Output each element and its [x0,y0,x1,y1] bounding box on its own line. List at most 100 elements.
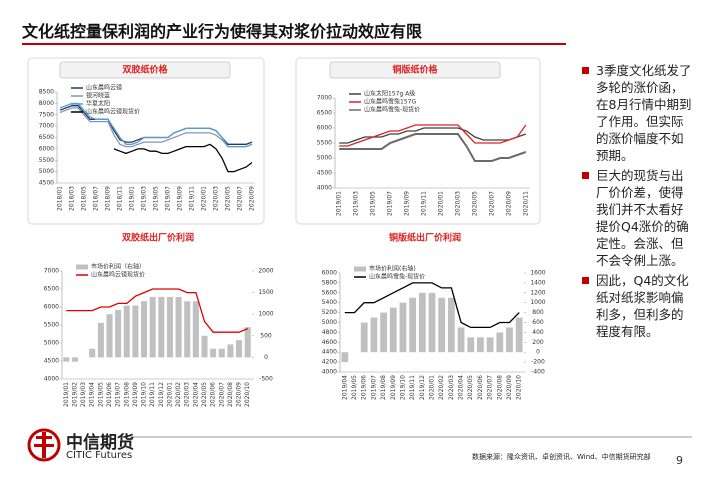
x-tick-label: 2020/01 [201,186,208,211]
bar [438,297,446,353]
y-tick-label: 5000 [44,340,59,347]
y-tick-label: 7000 [39,123,54,130]
y-tick-label: 5500 [44,322,59,329]
y-tick-label: 5000 [317,155,332,162]
x-tick-label: 2019/07 [370,375,377,400]
y-tick-label: 4600 [322,339,337,346]
bullet: 因此，Q4的文化纸对纸浆影响偏利多，但利多的程度有限。 [582,272,694,340]
x-tick-label: 2020/03 [448,375,455,400]
y-tick-label: 4200 [322,359,337,366]
y2-tick-label: 200 [532,339,544,346]
bullet-list: 3季度文化纸发了多轮的涨价函，在8月行情中期到了作用。但实际的涨价幅度不如预期。… [582,62,694,343]
bar [447,297,455,353]
y-tick-label: 5500 [39,157,54,164]
bar [477,337,484,353]
bar [360,322,368,353]
x-tick-label: 2019/08 [380,375,387,400]
legend-label: 山东晨鸣雪兔-现货价 [369,273,425,281]
x-tick-label: 2019/05 [351,375,358,400]
y2-tick-label: -500 [259,376,273,383]
line-series [339,127,527,144]
legend-label: 山东晨鸣云镜现货价 [91,271,145,279]
panel [295,57,541,225]
x-tick-label: 2020/07 [218,382,225,407]
bar [399,302,407,353]
x-tick-label: 2019/04 [89,382,96,407]
bar [175,296,182,358]
x-tick-label: 2019/12 [158,382,165,407]
y-tick-label: 5000 [39,168,54,175]
line-series [59,107,253,148]
y-tick-label: 4500 [317,170,332,177]
y-tick-label: 7000 [44,268,59,275]
legend-label: 山东晨鸣云镜现货价 [86,108,140,116]
bar [409,297,417,353]
y2-tick-label: 1600 [530,270,545,277]
y-tick-label: 4400 [322,349,337,356]
x-tick-label: 2019/03 [353,191,360,216]
x-tick-label: 2020/01 [437,191,444,216]
x-tick-label: 2020/02 [175,382,182,407]
x-tick-label: 2019/01 [336,191,343,216]
legend-label: 山东晨鸣云镜 [86,84,122,92]
legend-label: 银河晓蓝 [86,92,110,100]
bullet: 巨大的现货与出厂价价差，使得我们并不太看好提价Q4涨价的确定性。会涨、但不会令俐… [582,167,694,269]
x-tick-label: 2019/09 [390,375,397,400]
y2-tick-label: -400 [531,369,545,376]
bar [227,344,234,358]
x-tick-label: 2018/07 [93,186,100,211]
x-tick-label: 2020/03 [213,186,220,211]
bar [89,348,96,358]
bar [132,305,139,358]
y2-tick-label: 1200 [530,289,545,296]
y-tick-label: 4000 [44,376,59,383]
x-tick-label: 2020/11 [522,191,529,216]
x-tick-label: 2019/06 [106,382,113,407]
y-tick-label: 5600 [322,289,337,296]
x-tick-label: 2020/04 [192,382,199,407]
y-tick-label: 8000 [39,100,54,107]
x-tick-label: 2019/10 [141,382,148,407]
y-tick-label: 6500 [39,134,54,141]
chart-title: 铜版纸价格 [392,64,438,76]
bar [210,348,217,358]
bar [496,332,504,353]
x-tick-label: 2020/10 [244,382,251,407]
line-series [339,133,527,162]
x-tick-label: 2019/05 [153,186,160,211]
bar [115,309,122,358]
bar [341,352,349,363]
x-tick-label: 2019/11 [189,186,196,211]
x-tick-label: 2019/08 [123,382,130,407]
bar [149,296,156,358]
source-note: 数据来源：隆众资讯、卓创资讯、Wind、中信期货研究部 [472,453,651,461]
bar [418,292,426,353]
x-tick-label: 2020/07 [237,186,244,211]
y-tick-label: 6000 [322,270,337,277]
x-tick-label: 2020/01 [166,382,173,407]
x-tick-label: 2018/11 [117,186,124,211]
x-tick-label: 2019/03 [141,186,148,211]
y2-tick-label: 1500 [258,289,273,296]
bar [141,301,148,358]
x-tick-label: 2019/09 [404,191,411,216]
line-series [66,288,248,333]
legend-label: 山东晨鸣雪兔-现货价 [364,106,420,114]
x-tick-label: 2019/11 [409,375,416,400]
x-tick-label: 2018/09 [105,186,112,211]
x-tick-label: 2018/01 [57,186,64,211]
x-tick-label: 2019/06 [361,375,368,400]
x-tick-label: 2018/03 [69,186,76,211]
x-tick-label: 2020/08 [227,382,234,407]
x-tick-label: 2020/09 [505,191,512,216]
x-tick-label: 2019/10 [399,375,406,400]
bar [236,340,243,358]
chart-title: 铜版纸出厂价利润 [389,232,461,244]
bar [184,301,191,358]
y-tick-label: 4000 [317,185,332,192]
legend-label: 山东太阳157g A级 [364,90,415,98]
bar [457,327,465,353]
y-tick-label: 5500 [317,140,332,147]
x-tick-label: 2019/07 [165,186,172,211]
